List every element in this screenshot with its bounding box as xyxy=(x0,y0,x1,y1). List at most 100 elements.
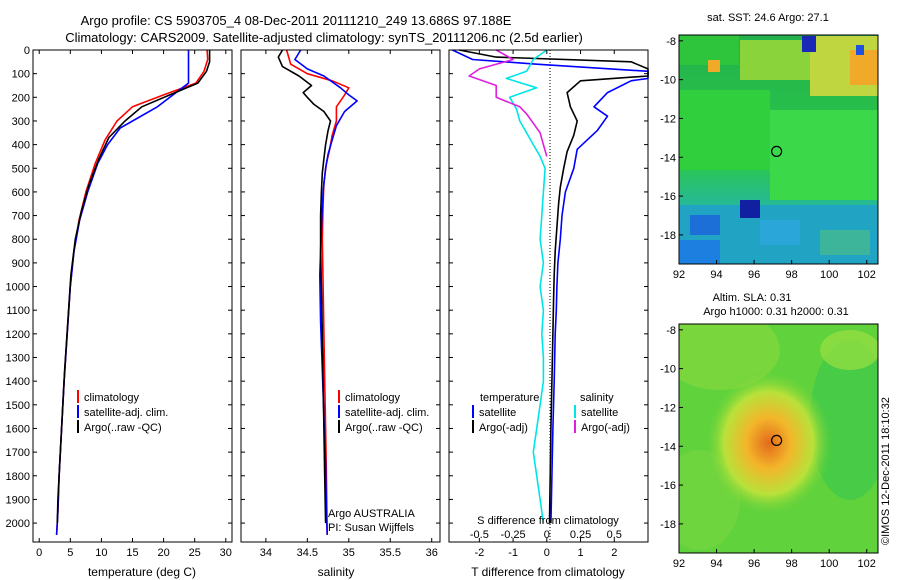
legend-t-argo-label: Argo(-adj) xyxy=(479,422,528,434)
legend-s-satellite-label: satellite xyxy=(581,407,618,419)
sst-map-panel: sat. SST: 24.6 Argo: 27.1 92 94 96 98 100 102… xyxy=(660,12,879,281)
sst-map-frame xyxy=(678,34,879,265)
depth-tick-label: 1200 xyxy=(6,329,30,341)
difference-panel: -2 -1 0 1 2 -0.5 -0.25 0 0.25 0.5 S difference f… xyxy=(448,49,649,579)
depth-tick-label: 1900 xyxy=(6,494,30,506)
map-x-tick-label: 102 xyxy=(858,269,876,281)
x-tick-label: 36 xyxy=(426,547,438,559)
series-line-salinity-satellite xyxy=(505,49,548,524)
temperature-x-ticks: 0 5 10 15 20 25 30 xyxy=(36,50,232,559)
temperature-lines xyxy=(55,49,211,535)
legend-satellite-label: satellite-adj. clim. xyxy=(84,407,168,419)
series-line-satellite-adj-clim xyxy=(294,49,358,535)
depth-tick-label: 1500 xyxy=(6,400,30,412)
legend-climatology-label: climatology xyxy=(345,392,401,404)
series-line-salinity-argo-adj xyxy=(468,49,548,157)
legend-climatology-label: climatology xyxy=(84,392,140,404)
map-x-tick-label: 96 xyxy=(748,269,760,281)
difference-legend: temperature salinity satellite Argo(-adj… xyxy=(472,392,630,434)
x-tick-label: 2 xyxy=(611,547,617,559)
map-x-tick-label: 92 xyxy=(673,269,685,281)
depth-tick-label: 0 xyxy=(24,45,30,57)
salinity-x-label: salinity xyxy=(318,565,355,579)
map-x-tick-label: 98 xyxy=(786,558,798,570)
legend-s-argo-label: Argo(-adj) xyxy=(581,422,630,434)
sla-map-title-2: Argo h1000: 0.31 h2000: 0.31 xyxy=(703,306,849,318)
sla-map-panel: Altim. SLA: 0.31 Argo h1000: 0.31 h2000:… xyxy=(660,292,879,570)
map-x-tick-label: 100 xyxy=(820,269,838,281)
map-y-tick-label: -12 xyxy=(660,113,676,125)
depth-tick-label: 2000 xyxy=(6,518,30,530)
depth-tick-label: 400 xyxy=(12,140,30,152)
map-y-tick-label: -10 xyxy=(660,75,676,87)
series-line-temperature-argo-adj xyxy=(458,49,649,524)
map-x-tick-label: 96 xyxy=(748,558,760,570)
sst-map-ticks: 92 94 96 98 100 102 -8 -10 -12 -14 -16 -18 xyxy=(660,36,876,281)
s-diff-tick-label: 0 xyxy=(544,529,550,541)
x-tick-label: 0 xyxy=(544,547,550,559)
x-tick-label: 10 xyxy=(95,547,107,559)
salinity-panel: 34 34.5 35 35.5 36 salinity climatology sate… xyxy=(240,49,441,579)
map-x-tick-label: 98 xyxy=(786,269,798,281)
temperature-x-label: temperature (deg C) xyxy=(88,565,196,579)
x-tick-label: 34.5 xyxy=(297,547,318,559)
sst-map-image xyxy=(679,35,878,264)
difference-lines xyxy=(452,49,649,524)
argo-pi-label: PI: Susan Wijffels xyxy=(328,522,414,534)
difference-x-ticks: -2 -1 0 1 2 xyxy=(474,50,617,559)
map-y-tick-label: -8 xyxy=(666,36,676,48)
salinity-legend: climatology satellite-adj. clim. Argo(..… xyxy=(338,390,429,434)
series-line-climatology xyxy=(285,49,350,535)
depth-tick-label: 1400 xyxy=(6,376,30,388)
salinity-x-ticks: 34 34.5 35 35.5 36 xyxy=(260,50,438,559)
sla-map-frame xyxy=(678,323,879,554)
map-y-tick-label: -14 xyxy=(660,152,676,164)
argo-float-marker-sla xyxy=(770,434,783,446)
map-x-tick-label: 100 xyxy=(820,558,838,570)
argo-country-label: Argo AUSTRALIA xyxy=(328,508,415,520)
depth-tick-label: 1300 xyxy=(6,353,30,365)
x-tick-label: 25 xyxy=(189,547,201,559)
s-diff-tick-label: -0.5 xyxy=(470,529,489,541)
depth-ticks: 0 100 200 300 400 500 600 700 800 900 1000 1100 1200… xyxy=(6,45,232,530)
depth-tick-label: 1000 xyxy=(6,282,30,294)
series-line-argo-raw-qc xyxy=(277,49,332,524)
map-y-tick-label: -16 xyxy=(660,480,676,492)
map-y-tick-label: -14 xyxy=(660,441,676,453)
x-tick-label: 20 xyxy=(157,547,169,559)
map-x-tick-label: 94 xyxy=(710,558,722,570)
sla-map-ticks: 92 94 96 98 100 102 -8 -10 -12 -14 -16 -18 xyxy=(660,325,876,570)
sst-map-title: sat. SST: 24.6 Argo: 27.1 xyxy=(707,12,829,24)
legend-argo-label: Argo(..raw -QC) xyxy=(345,422,423,434)
depth-tick-label: 1700 xyxy=(6,447,30,459)
header-line-2: Climatology: CARS2009. Satellite-adjuste… xyxy=(65,30,583,45)
x-tick-label: 30 xyxy=(220,547,232,559)
depth-tick-label: 900 xyxy=(12,258,30,270)
depth-tick-label: 300 xyxy=(12,116,30,128)
depth-tick-label: 600 xyxy=(12,187,30,199)
temperature-legend: climatology satellite-adj. clim. Argo(..… xyxy=(77,390,168,434)
salinity-frame xyxy=(240,49,441,543)
x-tick-label: 34 xyxy=(260,547,272,559)
legend-t-satellite-label: satellite xyxy=(479,407,516,419)
depth-tick-label: 500 xyxy=(12,163,30,175)
s-diff-tick-label: 0.25 xyxy=(570,529,591,541)
sla-map-image xyxy=(679,324,878,553)
x-tick-label: -1 xyxy=(508,547,518,559)
depth-tick-label: 1100 xyxy=(6,305,30,317)
s-difference-label: S difference from climatology xyxy=(477,515,619,527)
map-x-tick-label: 102 xyxy=(858,558,876,570)
legend-satellite-label: satellite-adj. clim. xyxy=(345,407,429,419)
series-line-climatology xyxy=(55,49,209,535)
depth-tick-label: 800 xyxy=(12,234,30,246)
depth-tick-label: 100 xyxy=(12,69,30,81)
salinity-y-ticks xyxy=(241,49,440,524)
x-tick-label: 5 xyxy=(67,547,73,559)
temperature-panel: 0100200300400500600700800900100011001200… xyxy=(6,45,233,579)
header-line-1: Argo profile: CS 5903705_4 08-Dec-2011 2… xyxy=(81,13,512,28)
map-x-tick-label: 94 xyxy=(710,269,722,281)
x-tick-label: 35.5 xyxy=(380,547,401,559)
salinity-lines xyxy=(277,49,358,535)
depth-tick-label: 1800 xyxy=(6,471,30,483)
